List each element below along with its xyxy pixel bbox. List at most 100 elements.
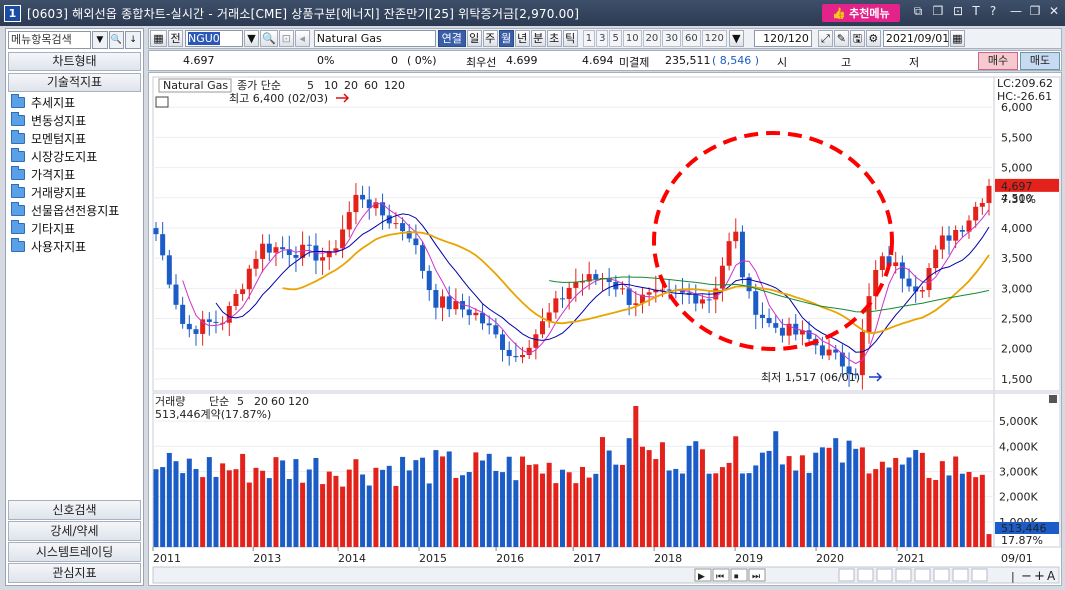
candle-body[interactable] [246,268,252,290]
minute-button[interactable]: 120 [701,30,727,47]
volume-bar[interactable] [739,473,745,547]
volume-bar[interactable] [333,475,339,547]
volume-bar[interactable] [579,466,585,547]
volume-bar[interactable] [226,470,232,547]
volume-bar[interactable] [666,470,672,547]
volume-bar[interactable] [480,460,486,547]
minute-button[interactable]: 10 [622,30,642,47]
volume-bar[interactable] [973,477,979,547]
candle-body[interactable] [859,331,865,376]
dropdown-arrow-icon[interactable]: ▼ [92,31,108,49]
chart-tool-button[interactable] [933,568,950,582]
candle-body[interactable] [799,330,805,335]
candle-body[interactable] [573,281,579,288]
volume-bar[interactable] [893,457,899,547]
candle-body[interactable] [420,245,426,271]
candle-body[interactable] [353,194,359,213]
close-icon[interactable]: ✕ [1048,4,1060,18]
candle-body[interactable] [446,296,452,310]
volume-bar[interactable] [766,450,772,547]
candle-body[interactable] [959,229,965,232]
volume-bar[interactable] [500,472,506,547]
volume-bar[interactable] [679,473,685,547]
volume-bar[interactable] [793,470,799,547]
volume-bar[interactable] [313,457,319,547]
candle-body[interactable] [240,289,246,295]
volume-bar[interactable] [526,464,532,547]
volume-bar[interactable] [460,475,466,547]
minute-button[interactable]: 60 [682,30,701,47]
crosshair-icon[interactable]: ✎ [833,30,849,47]
volume-bar[interactable] [233,469,239,547]
font-size-icon[interactable]: T [972,4,980,18]
volume-bar[interactable] [440,456,446,547]
volume-bar[interactable] [979,474,985,547]
volume-bar[interactable] [520,456,526,547]
candle-body[interactable] [486,323,492,326]
arrow-down-icon[interactable]: ↓ [125,31,141,49]
volume-bar[interactable] [486,453,492,547]
candle-body[interactable] [819,345,825,356]
volume-bar[interactable] [773,431,779,547]
candle-body[interactable] [433,290,439,308]
volume-bar[interactable] [859,447,865,547]
candle-body[interactable] [919,290,925,292]
volume-bar[interactable] [506,456,512,547]
volume-bar[interactable] [599,437,605,547]
candle-body[interactable] [526,347,532,355]
volume-bar[interactable] [446,451,452,547]
volume-bar[interactable] [406,470,412,547]
volume-bar[interactable] [560,469,566,547]
candle-body[interactable] [393,223,399,225]
tree-item[interactable]: 추세지표 [8,93,141,111]
candle-body[interactable] [466,309,472,316]
minute-button[interactable]: 20 [642,30,662,47]
volume-bar[interactable] [959,473,965,547]
candle-body[interactable] [586,274,592,282]
system-trading-tab[interactable]: 시스템트레이딩 [8,542,141,562]
candle-body[interactable] [806,330,812,339]
minute-button[interactable]: 5 [609,30,622,47]
volume-bar[interactable] [413,460,419,547]
candle-body[interactable] [833,349,839,353]
volume-bar[interactable] [320,484,326,547]
volume-bar[interactable] [166,452,172,547]
candle-body[interactable] [886,256,892,267]
volume-bar[interactable] [799,455,805,547]
candle-body[interactable] [360,194,366,200]
period-button[interactable]: 주 [482,30,498,47]
candle-body[interactable] [473,312,479,316]
candle-body[interactable] [926,268,932,291]
volume-bar[interactable] [879,461,885,547]
period-button[interactable]: 년 [514,30,530,47]
volume-bar[interactable] [719,467,725,547]
volume-bar[interactable] [426,483,432,547]
candle-body[interactable] [759,314,765,318]
candle-body[interactable] [839,352,845,367]
chart-tool-button[interactable] [876,568,893,582]
volume-bar[interactable] [606,450,612,547]
candle-body[interactable] [386,215,392,224]
candle-body[interactable] [633,303,639,305]
volume-bar[interactable] [566,472,572,547]
period-button[interactable]: 틱 [562,30,578,47]
volume-bar[interactable] [779,464,785,547]
candle-body[interactable] [766,317,772,324]
candle-body[interactable] [166,255,172,285]
volume-bar[interactable] [473,452,479,547]
candle-body[interactable] [973,206,979,221]
nav-button[interactable] [748,568,766,582]
volume-bar[interactable] [260,470,266,547]
candle-body[interactable] [946,235,952,241]
candle-body[interactable] [280,247,286,250]
volume-bar[interactable] [493,470,499,547]
minute-button[interactable]: 30 [662,30,682,47]
volume-bar[interactable] [933,479,939,547]
volume-bar[interactable] [553,483,559,547]
volume-bar[interactable] [846,440,852,547]
volume-bar[interactable] [693,441,699,547]
candle-body[interactable] [506,349,512,357]
data-count-field[interactable]: 120/120 [753,30,812,47]
candle-body[interactable] [320,257,326,261]
buy-button[interactable]: 매수 [978,52,1018,70]
